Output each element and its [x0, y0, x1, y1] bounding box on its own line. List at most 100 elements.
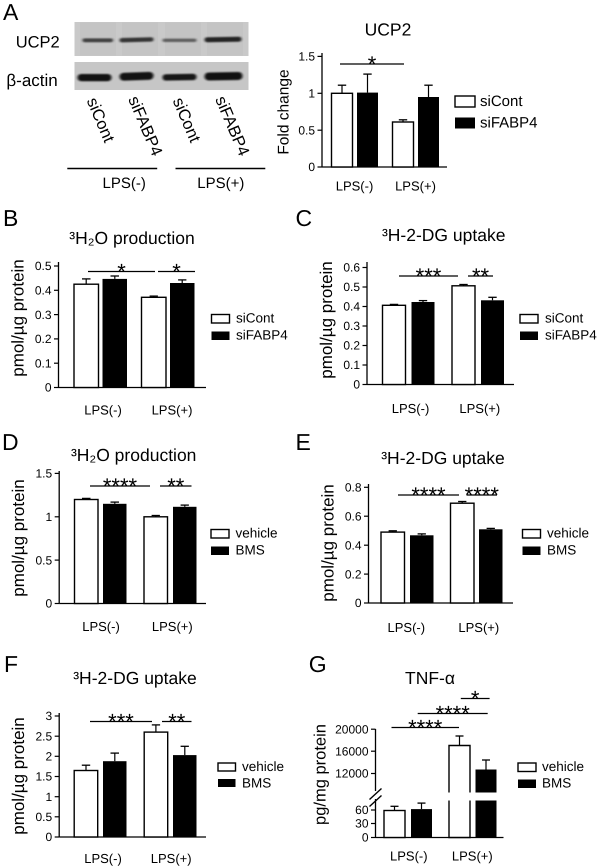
svg-text:0: 0 — [308, 160, 315, 174]
svg-text:*: * — [117, 259, 126, 284]
svg-text:siFABP4: siFABP4 — [545, 328, 597, 343]
svg-text:20000: 20000 — [335, 722, 369, 736]
svg-text:****: **** — [411, 482, 446, 507]
svg-text:siFABP4: siFABP4 — [480, 115, 538, 132]
svg-text:2: 2 — [46, 750, 53, 764]
svg-text:0.6: 0.6 — [345, 509, 362, 523]
svg-text:0: 0 — [46, 597, 53, 611]
svg-text:C: C — [296, 205, 313, 231]
svg-text:LPS(-): LPS(-) — [103, 175, 146, 192]
svg-text:0.4: 0.4 — [345, 538, 362, 552]
svg-text:siFABP4: siFABP4 — [236, 328, 288, 343]
svg-text:BMS: BMS — [547, 543, 576, 558]
svg-text:LPS(+): LPS(+) — [459, 401, 500, 416]
svg-text:B: B — [3, 205, 18, 231]
svg-text:LPS(-): LPS(-) — [392, 401, 430, 416]
svg-text:0.4: 0.4 — [35, 284, 52, 298]
svg-text:LPS(+): LPS(+) — [152, 619, 193, 634]
svg-text:1: 1 — [308, 87, 315, 101]
svg-text:0.1: 0.1 — [35, 356, 52, 370]
svg-text:**: ** — [472, 263, 490, 288]
svg-text:BMS: BMS — [542, 776, 571, 791]
svg-text:A: A — [3, 0, 19, 25]
svg-text:***: *** — [108, 709, 134, 734]
svg-text:LPS(-): LPS(-) — [84, 851, 122, 866]
svg-text:0.5: 0.5 — [35, 259, 52, 273]
svg-text:60: 60 — [355, 803, 369, 817]
svg-text:UCP2: UCP2 — [365, 20, 412, 40]
svg-text:0.4: 0.4 — [343, 300, 360, 314]
svg-text:LPS(-): LPS(-) — [388, 620, 426, 635]
svg-text:LPS(-): LPS(-) — [390, 849, 428, 864]
svg-text:pmol/µg protein: pmol/µg protein — [9, 479, 28, 597]
svg-text:*: * — [172, 259, 181, 284]
svg-text:F: F — [4, 651, 18, 677]
svg-text:pmol/µg protein: pmol/µg protein — [317, 261, 336, 379]
svg-text:12000: 12000 — [335, 767, 369, 781]
svg-text:0.1: 0.1 — [343, 358, 360, 372]
svg-text:BMS: BMS — [236, 543, 265, 558]
svg-text:****: **** — [408, 715, 443, 740]
svg-text:pmol/µg protein: pmol/µg protein — [9, 717, 28, 835]
svg-text:30: 30 — [355, 817, 369, 831]
svg-text:***: *** — [416, 263, 442, 288]
svg-text:0: 0 — [45, 381, 52, 395]
svg-text:UCP2: UCP2 — [16, 34, 60, 52]
svg-text:G: G — [309, 651, 327, 677]
svg-text:Fold change: Fold change — [276, 69, 293, 154]
svg-text:LPS(+): LPS(+) — [395, 179, 436, 194]
svg-text:1.5: 1.5 — [36, 770, 53, 784]
svg-text:0.5: 0.5 — [343, 280, 360, 294]
svg-text:vehicle: vehicle — [242, 759, 284, 774]
svg-text:LPS(+): LPS(+) — [452, 849, 493, 864]
svg-text:0.5: 0.5 — [36, 553, 53, 567]
svg-text:0.6: 0.6 — [343, 261, 360, 275]
svg-text:siCont: siCont — [236, 311, 275, 326]
svg-text:0.3: 0.3 — [343, 319, 360, 333]
svg-text:****: **** — [436, 701, 471, 726]
svg-text:3: 3 — [46, 709, 53, 723]
svg-text:0: 0 — [46, 830, 53, 844]
svg-text:siCont: siCont — [480, 93, 523, 110]
svg-text:LPS(-): LPS(-) — [82, 619, 120, 634]
svg-text:siCont: siCont — [545, 311, 584, 326]
svg-text:LPS(-): LPS(-) — [84, 403, 122, 418]
svg-text:³H₂O production: ³H₂O production — [69, 228, 194, 248]
svg-text:LPS(-): LPS(-) — [336, 179, 374, 194]
svg-text:LPS(+): LPS(+) — [151, 851, 192, 866]
svg-text:vehicle: vehicle — [542, 759, 584, 774]
svg-text:0.3: 0.3 — [35, 308, 52, 322]
svg-text:β-actin: β-actin — [6, 71, 57, 90]
svg-text:0: 0 — [355, 596, 362, 610]
svg-text:*: * — [471, 686, 480, 711]
svg-text:*: * — [368, 51, 377, 76]
svg-text:16000: 16000 — [335, 744, 369, 758]
svg-text:pg/mg protein: pg/mg protein — [312, 724, 330, 825]
svg-text:TNF-α: TNF-α — [405, 668, 455, 688]
svg-text:**: ** — [167, 473, 185, 498]
svg-text:0: 0 — [353, 378, 360, 392]
svg-text:³H₂O production: ³H₂O production — [71, 445, 196, 465]
svg-text:pmol/µg protein: pmol/µg protein — [9, 259, 28, 377]
svg-text:pmol/µg protein: pmol/µg protein — [319, 484, 338, 602]
svg-text:LPS(+): LPS(+) — [458, 620, 499, 635]
svg-text:vehicle: vehicle — [547, 526, 589, 541]
svg-text:****: **** — [103, 473, 138, 498]
svg-text:0: 0 — [362, 831, 369, 845]
svg-text:0.2: 0.2 — [345, 567, 362, 581]
svg-text:LPS(+): LPS(+) — [197, 175, 244, 192]
svg-text:1: 1 — [46, 790, 53, 804]
svg-text:E: E — [296, 429, 311, 455]
svg-text:2.5: 2.5 — [36, 729, 53, 743]
svg-text:1.5: 1.5 — [298, 50, 315, 64]
svg-text:0.2: 0.2 — [343, 339, 360, 353]
svg-text:0.2: 0.2 — [35, 332, 52, 346]
svg-text:³H-2-DG uptake: ³H-2-DG uptake — [382, 225, 506, 245]
svg-text:1.5: 1.5 — [36, 467, 53, 481]
svg-text:LPS(+): LPS(+) — [152, 403, 193, 418]
svg-text:0.8: 0.8 — [345, 481, 362, 495]
svg-text:0.5: 0.5 — [298, 123, 315, 137]
svg-text:D: D — [2, 429, 19, 455]
svg-text:vehicle: vehicle — [236, 526, 278, 541]
svg-text:1: 1 — [46, 510, 53, 524]
